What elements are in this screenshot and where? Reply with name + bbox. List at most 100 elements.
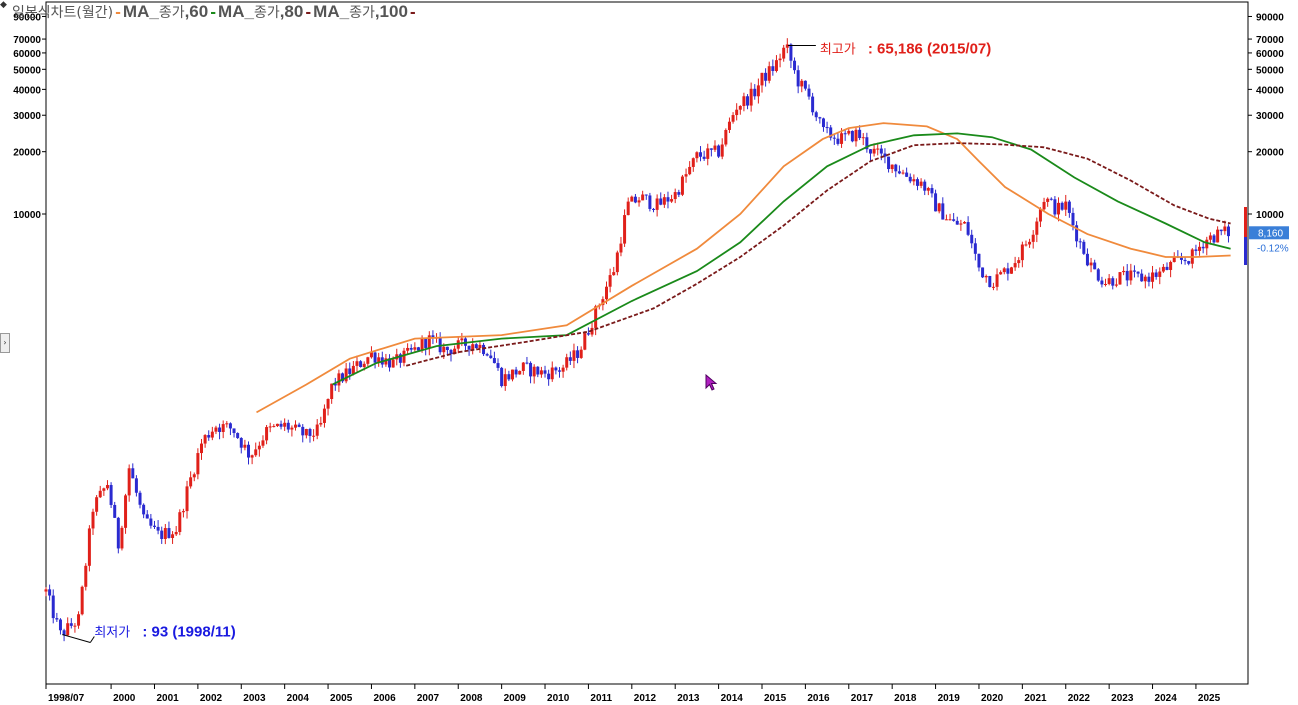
low-pointer-line: [62, 634, 91, 644]
candle-body: [272, 426, 276, 428]
candle-body: [948, 219, 952, 221]
candle-body: [731, 115, 735, 122]
candle-body: [514, 369, 518, 375]
left-y-axis: 90000 70000 60000 50000 40000 30000 20000 10000: [13, 12, 46, 221]
diamond-icon[interactable]: ◆: [0, 0, 7, 10]
candle-body: [626, 201, 630, 216]
candle-body: [1151, 272, 1155, 282]
candle-body: [521, 362, 525, 371]
candle-body: [1201, 246, 1205, 249]
candle-body: [832, 137, 836, 139]
candle-body: [337, 373, 341, 386]
candle-body: [261, 440, 265, 446]
candle-body: [1028, 241, 1032, 245]
ma60-swatch: -: [115, 5, 121, 21]
candle-body: [915, 179, 919, 186]
chart-legend: 일본식차트(월간) - MA_종가,60- MA_종가,80- MA_종가,100-: [12, 2, 418, 22]
candle-body: [666, 197, 670, 202]
candle-body: [601, 299, 605, 306]
candle-body: [1208, 235, 1212, 240]
candle-body: [702, 156, 706, 159]
candle-body: [738, 105, 742, 110]
candle-body: [474, 344, 478, 349]
candle-body: [1038, 209, 1042, 222]
candle-body: [1198, 246, 1202, 251]
candle-body: [496, 363, 500, 368]
expand-panel-button[interactable]: ›: [0, 333, 10, 353]
mouse-cursor-icon: [705, 374, 718, 391]
ma80-period: ,80: [279, 2, 304, 21]
candle-body: [1205, 239, 1209, 249]
candle-body: [290, 427, 294, 430]
candle-body: [1100, 280, 1104, 285]
candle-body: [152, 525, 156, 527]
candle-body: [1060, 202, 1064, 210]
candle-body: [359, 361, 363, 367]
candle-body: [478, 344, 482, 349]
candle-body: [406, 347, 410, 351]
candle-body: [937, 203, 941, 212]
candle-body: [1147, 276, 1151, 282]
candle-body: [713, 145, 717, 150]
x-tick-label: 2006: [373, 693, 396, 704]
candle-body: [471, 344, 475, 350]
last-price-box: [1249, 226, 1289, 240]
candle-body: [265, 427, 269, 441]
candle-body: [717, 145, 721, 157]
y-tick-label-right: 90000: [1256, 12, 1284, 23]
candle-body: [854, 129, 858, 142]
candle-body: [735, 109, 739, 116]
candle-body: [228, 423, 232, 429]
candle-body: [203, 435, 207, 444]
ma-line-80: [332, 132, 1231, 386]
candle-body: [80, 586, 84, 615]
candle-body: [934, 193, 938, 212]
y-tick-label-left: 60000: [13, 49, 41, 60]
candle-body: [756, 85, 760, 97]
candle-body: [66, 623, 70, 636]
candle-body: [868, 149, 872, 154]
candle-body: [887, 156, 891, 170]
candle-body: [579, 349, 583, 358]
x-tick-label: 2016: [807, 693, 830, 704]
candle-body: [1194, 249, 1198, 251]
ma100-label: MA_: [313, 2, 350, 21]
candle-body: [319, 422, 323, 425]
x-tick-label: 2022: [1068, 693, 1091, 704]
candle-body: [536, 366, 540, 375]
last-price-tag: 8,160 -0.12%: [1244, 207, 1289, 265]
candle-body: [391, 359, 395, 368]
ma60-period: ,60: [184, 2, 209, 21]
candle-body: [149, 518, 153, 526]
candle-body: [724, 129, 728, 145]
candle-body: [1140, 273, 1144, 282]
candle-body: [905, 172, 909, 177]
candle-body: [185, 486, 189, 512]
candle-body: [1187, 261, 1191, 264]
y-tick-label-left: 40000: [13, 85, 41, 96]
candle-body: [633, 196, 637, 203]
x-tick-label: 1998/07: [48, 693, 85, 704]
candle-body: [742, 96, 746, 106]
candle-body: [1057, 202, 1061, 215]
candle-body: [48, 589, 52, 596]
candle-body: [163, 528, 167, 539]
candle-body: [1118, 272, 1122, 285]
x-tick-label: 2008: [460, 693, 483, 704]
x-tick-label: 2019: [938, 693, 961, 704]
candle-body: [341, 373, 345, 382]
candle-body: [500, 367, 504, 387]
candle-body: [1125, 270, 1129, 281]
candle-body: [167, 528, 171, 538]
candle-body: [1064, 201, 1068, 210]
candle-body: [236, 433, 240, 439]
candle-body: [662, 197, 666, 205]
candle-body: [764, 72, 768, 81]
candle-body: [58, 619, 62, 631]
candle-body: [550, 367, 554, 380]
candle-body: [344, 368, 348, 382]
candle-body: [160, 530, 164, 539]
candle-body: [1010, 267, 1014, 274]
candle-body: [1085, 253, 1089, 266]
candle-body: [254, 449, 258, 456]
